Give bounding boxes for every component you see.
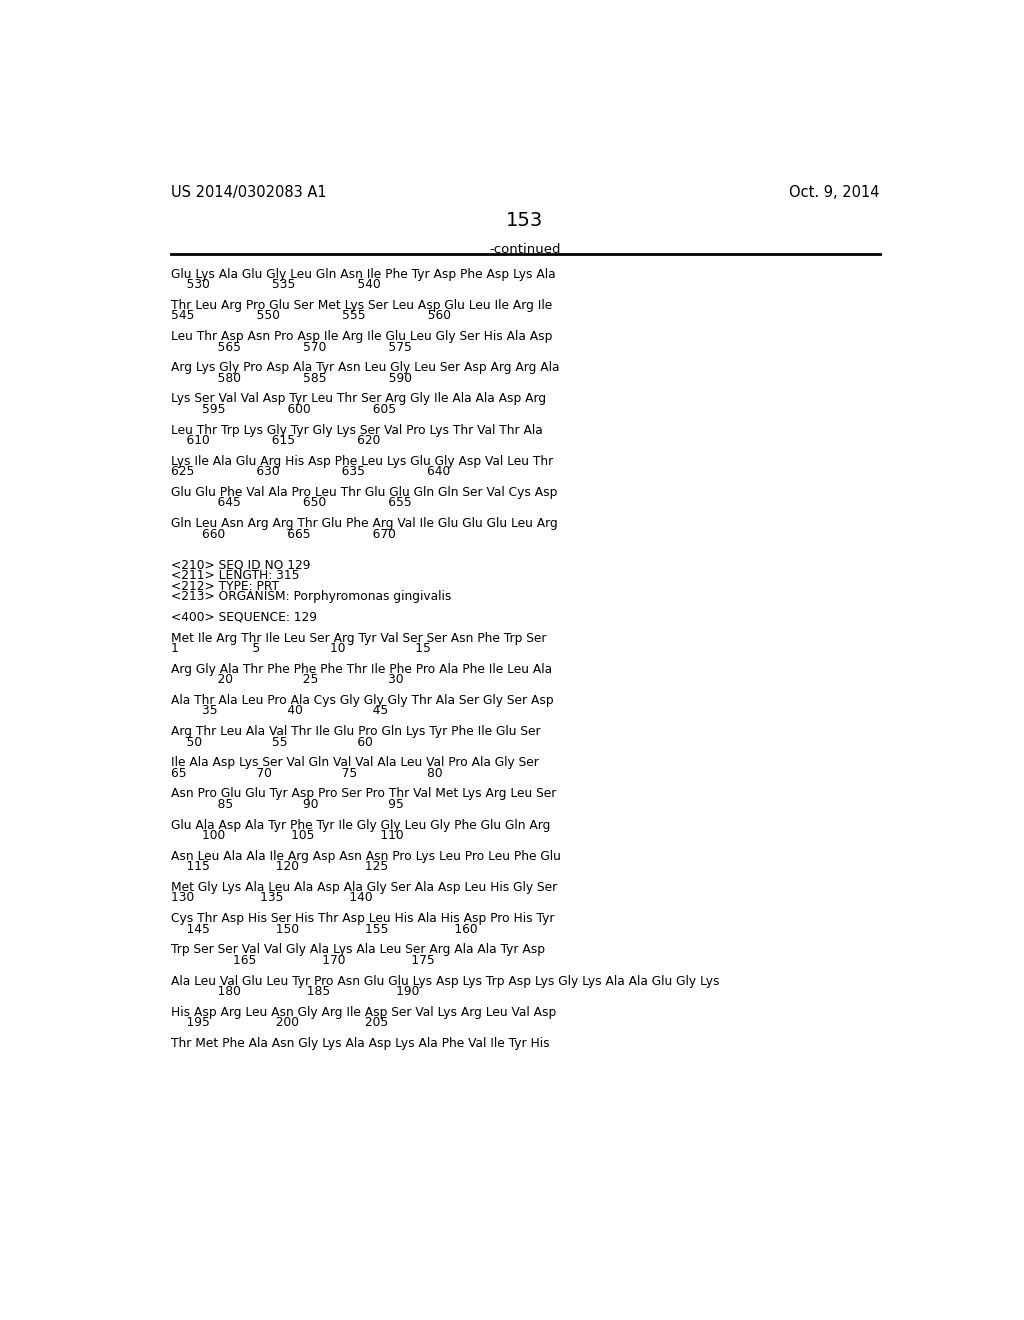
Text: Lys Ser Val Val Asp Tyr Leu Thr Ser Arg Gly Ile Ala Ala Asp Arg: Lys Ser Val Val Asp Tyr Leu Thr Ser Arg … (171, 392, 546, 405)
Text: 660                665                670: 660 665 670 (171, 528, 395, 541)
Text: 50                  55                  60: 50 55 60 (171, 735, 373, 748)
Text: His Asp Arg Leu Asn Gly Arg Ile Asp Ser Val Lys Arg Leu Val Asp: His Asp Arg Leu Asn Gly Arg Ile Asp Ser … (171, 1006, 556, 1019)
Text: 85                  90                  95: 85 90 95 (171, 797, 403, 810)
Text: <212> TYPE: PRT: <212> TYPE: PRT (171, 579, 279, 593)
Text: Lys Ile Ala Glu Arg His Asp Phe Leu Lys Glu Gly Asp Val Leu Thr: Lys Ile Ala Glu Arg His Asp Phe Leu Lys … (171, 455, 553, 467)
Text: Ala Leu Val Glu Leu Tyr Pro Asn Glu Glu Lys Asp Lys Trp Asp Lys Gly Lys Ala Ala : Ala Leu Val Glu Leu Tyr Pro Asn Glu Glu … (171, 974, 719, 987)
Text: <213> ORGANISM: Porphyromonas gingivalis: <213> ORGANISM: Porphyromonas gingivalis (171, 590, 451, 603)
Text: Ala Thr Ala Leu Pro Ala Cys Gly Gly Gly Thr Ala Ser Gly Ser Asp: Ala Thr Ala Leu Pro Ala Cys Gly Gly Gly … (171, 694, 553, 708)
Text: Glu Ala Asp Ala Tyr Phe Tyr Ile Gly Gly Leu Gly Phe Glu Gln Arg: Glu Ala Asp Ala Tyr Phe Tyr Ile Gly Gly … (171, 818, 550, 832)
Text: 130                 135                 140: 130 135 140 (171, 891, 373, 904)
Text: Oct. 9, 2014: Oct. 9, 2014 (790, 185, 880, 201)
Text: 610                615                620: 610 615 620 (171, 434, 380, 447)
Text: 165                 170                 175: 165 170 175 (171, 954, 434, 966)
Text: 115                 120                 125: 115 120 125 (171, 861, 388, 874)
Text: Thr Met Phe Ala Asn Gly Lys Ala Asp Lys Ala Phe Val Ile Tyr His: Thr Met Phe Ala Asn Gly Lys Ala Asp Lys … (171, 1038, 549, 1049)
Text: 645                650                655: 645 650 655 (171, 496, 412, 510)
Text: Leu Thr Trp Lys Gly Tyr Gly Lys Ser Val Pro Lys Thr Val Thr Ala: Leu Thr Trp Lys Gly Tyr Gly Lys Ser Val … (171, 424, 543, 437)
Text: 565                570                575: 565 570 575 (171, 341, 412, 354)
Text: Cys Thr Asp His Ser His Thr Asp Leu His Ala His Asp Pro His Tyr: Cys Thr Asp His Ser His Thr Asp Leu His … (171, 912, 554, 925)
Text: Arg Gly Ala Thr Phe Phe Phe Thr Ile Phe Pro Ala Phe Ile Leu Ala: Arg Gly Ala Thr Phe Phe Phe Thr Ile Phe … (171, 663, 552, 676)
Text: Trp Ser Ser Val Val Gly Ala Lys Ala Leu Ser Arg Ala Ala Tyr Asp: Trp Ser Ser Val Val Gly Ala Lys Ala Leu … (171, 944, 545, 957)
Text: 145                 150                 155                 160: 145 150 155 160 (171, 923, 477, 936)
Text: US 2014/0302083 A1: US 2014/0302083 A1 (171, 185, 327, 201)
Text: Met Gly Lys Ala Leu Ala Asp Ala Gly Ser Ala Asp Leu His Gly Ser: Met Gly Lys Ala Leu Ala Asp Ala Gly Ser … (171, 880, 557, 894)
Text: Asn Leu Ala Ala Ile Arg Asp Asn Asn Pro Lys Leu Pro Leu Phe Glu: Asn Leu Ala Ala Ile Arg Asp Asn Asn Pro … (171, 850, 560, 863)
Text: <211> LENGTH: 315: <211> LENGTH: 315 (171, 569, 299, 582)
Text: Arg Thr Leu Ala Val Thr Ile Glu Pro Gln Lys Tyr Phe Ile Glu Ser: Arg Thr Leu Ala Val Thr Ile Glu Pro Gln … (171, 725, 541, 738)
Text: 20                  25                  30: 20 25 30 (171, 673, 403, 686)
Text: 100                 105                 110: 100 105 110 (171, 829, 403, 842)
Text: 195                 200                 205: 195 200 205 (171, 1016, 388, 1030)
Text: 180                 185                 190: 180 185 190 (171, 985, 419, 998)
Text: 1                   5                  10                  15: 1 5 10 15 (171, 642, 430, 655)
Text: Thr Leu Arg Pro Glu Ser Met Lys Ser Leu Asp Glu Leu Ile Arg Ile: Thr Leu Arg Pro Glu Ser Met Lys Ser Leu … (171, 298, 552, 312)
Text: 153: 153 (506, 211, 544, 230)
Text: 580                585                590: 580 585 590 (171, 372, 412, 384)
Text: 625                630                635                640: 625 630 635 640 (171, 465, 450, 478)
Text: Glu Lys Ala Glu Gly Leu Gln Asn Ile Phe Tyr Asp Phe Asp Lys Ala: Glu Lys Ala Glu Gly Leu Gln Asn Ile Phe … (171, 268, 555, 281)
Text: Glu Glu Phe Val Ala Pro Leu Thr Glu Glu Gln Gln Ser Val Cys Asp: Glu Glu Phe Val Ala Pro Leu Thr Glu Glu … (171, 486, 557, 499)
Text: 530                535                540: 530 535 540 (171, 279, 380, 292)
Text: -continued: -continued (489, 243, 560, 256)
Text: <400> SEQUENCE: 129: <400> SEQUENCE: 129 (171, 611, 316, 624)
Text: Met Ile Arg Thr Ile Leu Ser Arg Tyr Val Ser Ser Asn Phe Trp Ser: Met Ile Arg Thr Ile Leu Ser Arg Tyr Val … (171, 631, 546, 644)
Text: Gln Leu Asn Arg Arg Thr Glu Phe Arg Val Ile Glu Glu Glu Leu Arg: Gln Leu Asn Arg Arg Thr Glu Phe Arg Val … (171, 517, 557, 531)
Text: Arg Lys Gly Pro Asp Ala Tyr Asn Leu Gly Leu Ser Asp Arg Arg Ala: Arg Lys Gly Pro Asp Ala Tyr Asn Leu Gly … (171, 362, 559, 375)
Text: 545                550                555                560: 545 550 555 560 (171, 309, 451, 322)
Text: 65                  70                  75                  80: 65 70 75 80 (171, 767, 442, 780)
Text: <210> SEQ ID NO 129: <210> SEQ ID NO 129 (171, 558, 310, 572)
Text: Leu Thr Asp Asn Pro Asp Ile Arg Ile Glu Leu Gly Ser His Ala Asp: Leu Thr Asp Asn Pro Asp Ile Arg Ile Glu … (171, 330, 552, 343)
Text: 595                600                605: 595 600 605 (171, 403, 395, 416)
Text: Asn Pro Glu Glu Tyr Asp Pro Ser Pro Thr Val Met Lys Arg Leu Ser: Asn Pro Glu Glu Tyr Asp Pro Ser Pro Thr … (171, 788, 556, 800)
Text: Ile Ala Asp Lys Ser Val Gln Val Val Ala Leu Val Pro Ala Gly Ser: Ile Ala Asp Lys Ser Val Gln Val Val Ala … (171, 756, 539, 770)
Text: 35                  40                  45: 35 40 45 (171, 705, 388, 717)
